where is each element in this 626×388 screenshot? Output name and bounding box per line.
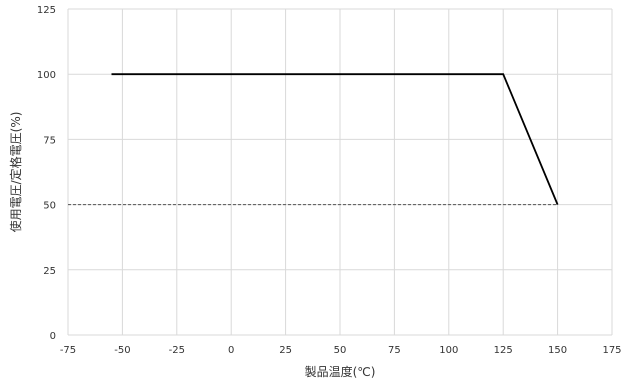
x-tick-label: 150 [548,345,567,356]
y-axis-title: 使用電圧/定格電圧(%) [8,112,23,233]
y-tick-label: 0 [50,331,56,342]
x-tick-label: 0 [228,345,234,356]
x-tick-label: -25 [169,345,185,356]
grid [67,8,613,336]
x-tick-label: 50 [334,345,347,356]
x-tick-label: 175 [602,345,621,356]
series [111,73,559,205]
y-tick-label: 25 [43,266,56,277]
tick-labels: -75 -50 -25 0 25 50 75 100 125 150 175 0 25 50 75 100 12… [37,5,622,356]
x-axis-title: 製品温度(℃) [305,364,376,379]
y-tick-label: 100 [37,70,56,81]
y-tick-label: 75 [43,135,56,146]
x-tick-label: 100 [439,345,458,356]
x-tick-label: 125 [494,345,513,356]
y-tick-label: 125 [37,5,56,16]
x-tick-label: -75 [60,345,76,356]
series-line [111,73,559,205]
x-tick-label: 75 [388,345,401,356]
y-tick-label: 50 [43,201,56,212]
x-tick-label: -50 [114,345,130,356]
x-tick-label: 25 [279,345,292,356]
